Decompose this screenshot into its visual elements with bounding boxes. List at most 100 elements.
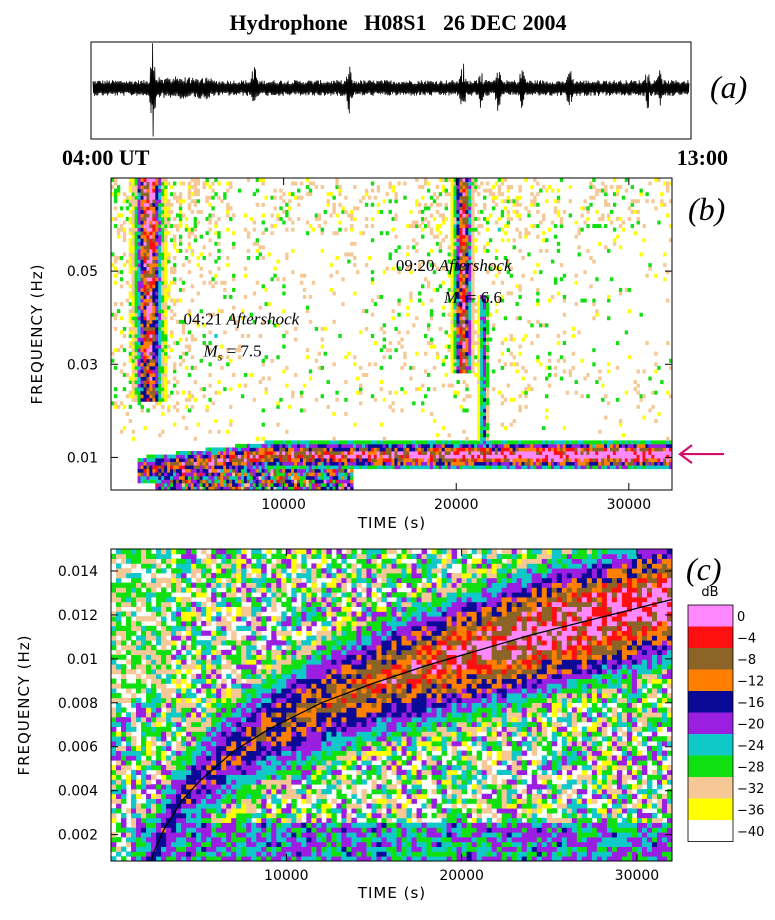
- heatmap-cell: [232, 486, 236, 491]
- heatmap-cell: [465, 348, 469, 353]
- heatmap-cell: [586, 209, 590, 214]
- heatmap-cell: [134, 199, 138, 204]
- heatmap-cell: [261, 213, 265, 218]
- heatmap-cell: [604, 394, 608, 399]
- heatmap-cell: [344, 451, 348, 455]
- heatmap-cell: [143, 323, 147, 328]
- heatmap-cell: [121, 779, 127, 785]
- heatmap-cell: [477, 426, 481, 431]
- heatmap-cell: [518, 344, 522, 349]
- heatmap-cell: [146, 227, 150, 232]
- heatmap-cell: [480, 419, 484, 424]
- heatmap-cell: [111, 721, 117, 727]
- heatmap-cell: [302, 447, 307, 452]
- heatmap-cell: [474, 181, 478, 186]
- heatmap-cell: [184, 458, 189, 463]
- heatmap-cell: [477, 344, 481, 349]
- heatmap-cell: [285, 454, 289, 459]
- heatmap-cell: [515, 202, 519, 207]
- heatmap-cell: [113, 224, 118, 229]
- heatmap-cell: [178, 234, 183, 239]
- heatmap-cell: [657, 440, 661, 445]
- heatmap-cell: [302, 486, 307, 491]
- heatmap-cell: [237, 443, 242, 448]
- heatmap-cell: [149, 277, 153, 282]
- heatmap-cell: [406, 443, 410, 448]
- heatmap-cell: [607, 298, 611, 303]
- heatmap-cell: [158, 394, 162, 399]
- heatmap-cell: [350, 443, 354, 448]
- heatmap-cell: [450, 270, 454, 275]
- heatmap-cell: [193, 181, 198, 186]
- heatmap-cell: [539, 465, 543, 470]
- heatmap-cell: [497, 266, 502, 271]
- heatmap-cell: [181, 213, 186, 218]
- heatmap-cell: [618, 443, 623, 448]
- heatmap-cell: [155, 482, 159, 487]
- heatmap-cell: [143, 380, 147, 385]
- heatmap-cell: [521, 454, 525, 459]
- heatmap-cell: [609, 451, 614, 455]
- heatmap-cell: [211, 465, 215, 470]
- heatmap-cell: [131, 851, 137, 857]
- heatmap-cell: [181, 199, 186, 204]
- heatmap-cell: [669, 358, 673, 363]
- heatmap-cell: [116, 621, 122, 627]
- heatmap-cell: [545, 394, 549, 399]
- heatmap-cell: [111, 669, 117, 675]
- heatmap-cell: [320, 326, 324, 331]
- heatmap-cell: [217, 181, 221, 186]
- heatmap-cell: [146, 351, 150, 356]
- heatmap-cell: [485, 369, 490, 374]
- heatmap-cell: [595, 461, 599, 466]
- heatmap-cell: [462, 206, 466, 211]
- heatmap-cell: [167, 284, 171, 289]
- heatmap-cell: [152, 266, 156, 271]
- heatmap-cell: [488, 440, 493, 445]
- heatmap-cell: [113, 365, 118, 370]
- heatmap-cell: [237, 188, 242, 193]
- heatmap-cell: [556, 447, 561, 452]
- heatmap-cell: [208, 270, 212, 275]
- heatmap-cell: [456, 291, 460, 296]
- heatmap-cell: [137, 266, 141, 271]
- heatmap-cell: [121, 678, 127, 684]
- heatmap-cell: [116, 784, 122, 790]
- heatmap-cell: [477, 309, 481, 314]
- heatmap-cell: [128, 404, 133, 409]
- heatmap-cell: [459, 273, 463, 278]
- heatmap-cell: [359, 465, 363, 470]
- heatmap-cell: [338, 454, 342, 459]
- heatmap-cell: [353, 362, 357, 367]
- heatmap-cell: [164, 202, 168, 207]
- heatmap-cell: [235, 319, 239, 324]
- heatmap-cell: [155, 475, 159, 480]
- heatmap-cell: [314, 472, 319, 477]
- heatmap-cell: [480, 337, 484, 342]
- heatmap-cell: [485, 326, 490, 331]
- heatmap-cell: [338, 458, 342, 463]
- heatmap-cell: [134, 284, 138, 289]
- heatmap-cell: [654, 461, 658, 466]
- heatmap-cell: [491, 440, 496, 445]
- heatmap-cell: [146, 266, 150, 271]
- heatmap-cell: [178, 486, 183, 491]
- heatmap-cell: [429, 309, 434, 314]
- heatmap-cell: [131, 263, 136, 268]
- heatmap-cell: [462, 312, 466, 317]
- heatmap-cell: [217, 217, 221, 221]
- heatmap-cell: [509, 443, 513, 448]
- heatmap-cell: [326, 447, 330, 452]
- heatmap-cell: [459, 277, 463, 282]
- heatmap-cell: [624, 447, 629, 452]
- heatmap-cell: [155, 195, 159, 200]
- heatmap-cell: [547, 365, 552, 370]
- annotation-magnitude: Ms = 7.5: [202, 342, 261, 364]
- heatmap-cell: [503, 178, 508, 182]
- heatmap-cell: [240, 472, 245, 477]
- heatmap-cell: [373, 461, 378, 466]
- heatmap-cell: [288, 472, 292, 477]
- heatmap-cell: [152, 284, 156, 289]
- heatmap-cell: [536, 302, 540, 307]
- heatmap-cell: [512, 202, 516, 207]
